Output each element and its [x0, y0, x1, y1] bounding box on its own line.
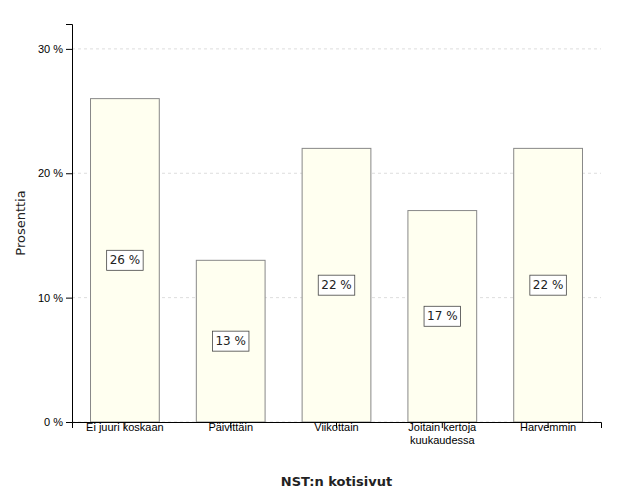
grid-line: [72, 48, 601, 49]
y-axis-title: Prosenttia: [13, 190, 28, 255]
y-tick: 10 %: [38, 292, 72, 304]
bar: [196, 260, 265, 422]
y-tick-label: 20 %: [38, 167, 63, 179]
chart-container: 0 % 10 % 20 % 30 % Ei juuri koskaan Päivittäi…: [0, 0, 625, 500]
data-label-group: 26 %: [107, 250, 143, 270]
x-axis-title: NST:n kotisivut: [281, 474, 392, 489]
x-tick-label-line: Joitain kertoja: [408, 421, 477, 433]
data-label-box: [318, 275, 355, 295]
data-label-box: [424, 306, 461, 326]
x-axis: Ei juuri koskaan Päivittäin Viikottain Joit…: [73, 421, 602, 446]
data-label-group: 22 %: [318, 275, 355, 295]
data-label: 26 %: [110, 253, 140, 267]
y-tick-mark: [66, 422, 72, 423]
data-label: 13 %: [215, 334, 246, 348]
data-labels: 26 % 13 % 22 % 17 % 22 %: [107, 250, 567, 351]
x-tick: Joitain kertojakuukaudessa: [408, 421, 477, 446]
plot: 0 % 10 % 20 % 30 % Ei juuri koskaan Päivittäi…: [38, 25, 602, 446]
x-tick: Päivittäin: [208, 421, 253, 433]
x-tick-label: Harvemmin: [520, 421, 576, 433]
x-tick-label: Ei juuri koskaan: [86, 421, 164, 433]
x-tick-label: Viikottain: [314, 421, 358, 433]
bar: [91, 99, 160, 422]
x-tick-label-line: Päivittäin: [208, 421, 253, 433]
bar: [408, 211, 477, 422]
y-tick-label: 10 %: [38, 292, 63, 304]
data-label-box: [107, 250, 143, 270]
grid: [72, 49, 601, 422]
data-label: 22 %: [533, 278, 564, 292]
y-tick-label: 0 %: [44, 416, 63, 428]
x-tick-label: Joitain kertojakuukaudessa: [408, 421, 477, 446]
data-label-group: 17 %: [424, 306, 461, 326]
data-label: 22 %: [321, 278, 352, 292]
x-tick-label-line: Harvemmin: [520, 421, 576, 433]
x-tick: Ei juuri koskaan: [86, 421, 164, 433]
y-tick: 0 %: [44, 416, 72, 428]
bar: [514, 148, 583, 422]
y-tick: 20 %: [38, 167, 72, 179]
x-tick-label-line: Ei juuri koskaan: [86, 421, 164, 433]
y-tick-mark: [66, 173, 72, 174]
data-label-box: [212, 331, 249, 351]
x-tick-label-line: Viikottain: [314, 421, 358, 433]
x-tick: Harvemmin: [520, 421, 576, 433]
y-tick-mark: [66, 49, 72, 50]
y-tick: 30 %: [38, 43, 72, 55]
x-tick-label-line: kuukaudessa: [410, 434, 476, 446]
y-axis: 0 % 10 % 20 % 30 %: [38, 25, 73, 429]
y-axis-line: [66, 25, 73, 423]
x-tick-label: Päivittäin: [208, 421, 253, 433]
data-label-group: 13 %: [212, 331, 249, 351]
x-tick: Viikottain: [314, 421, 358, 433]
y-tick-label: 30 %: [38, 43, 63, 55]
data-label: 17 %: [427, 309, 458, 323]
y-tick-mark: [66, 298, 72, 299]
data-label-box: [530, 275, 567, 295]
bars: [91, 99, 583, 422]
chart-svg: 0 % 10 % 20 % 30 % Ei juuri koskaan Päivittäi…: [0, 0, 625, 500]
bar: [302, 148, 371, 422]
data-label-group: 22 %: [530, 275, 567, 295]
